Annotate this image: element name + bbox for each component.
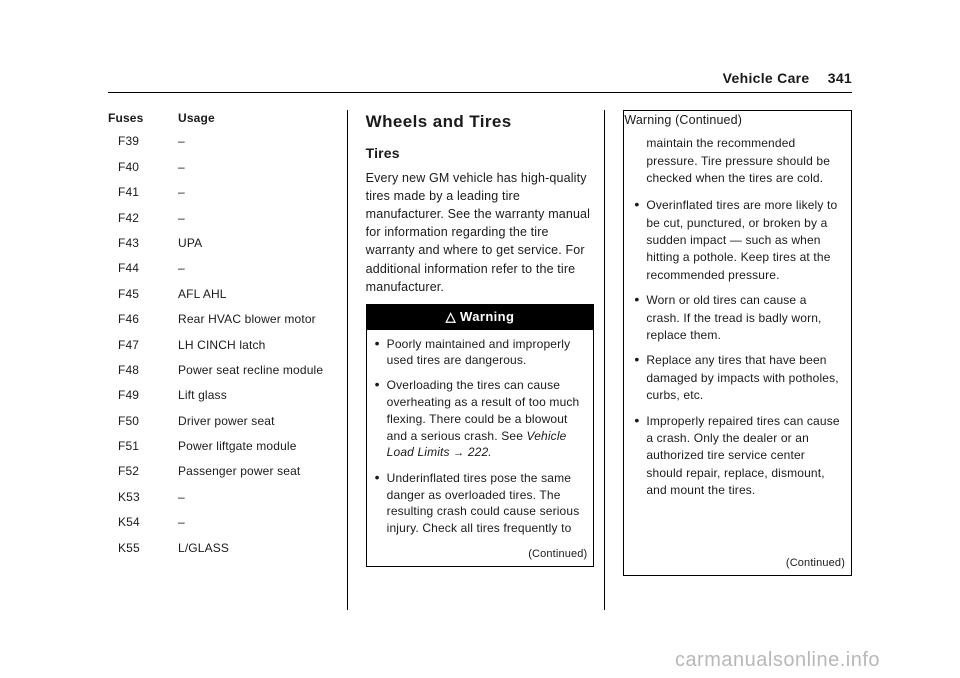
fuse-id: K53 xyxy=(108,489,178,506)
fuse-id: F51 xyxy=(108,438,178,455)
fuse-usage: Rear HVAC blower motor xyxy=(178,311,337,328)
fuse-header-usage: Usage xyxy=(178,110,215,127)
fuse-id: F45 xyxy=(108,286,178,303)
warning-bullet-text: Underinflated tires pose the same danger… xyxy=(387,471,580,535)
fuse-id: K55 xyxy=(108,540,178,557)
fuse-row: F39– xyxy=(108,133,337,150)
fuse-usage: Power seat recline module xyxy=(178,362,337,379)
tires-heading: Tires xyxy=(366,143,595,163)
fuse-usage: Driver power seat xyxy=(178,413,337,430)
warning-bullet-text: Poorly maintained and improperly used ti… xyxy=(387,337,571,368)
fuse-row: F52Passenger power seat xyxy=(108,463,337,480)
fuse-header-fuses: Fuses xyxy=(108,110,178,127)
wheels-tires-heading: Wheels and Tires xyxy=(366,110,595,135)
warning-body: Poorly maintained and improperly used ti… xyxy=(367,330,594,547)
warning-bullet: Worn or old tires can cause a crash. If … xyxy=(634,292,841,344)
continued-label: (Continued) xyxy=(624,556,851,575)
fuse-row: F51Power liftgate module xyxy=(108,438,337,455)
fuse-usage: – xyxy=(178,514,337,531)
column-1: Fuses Usage F39–F40–F41–F42–F43UPAF44–F4… xyxy=(108,110,348,610)
warning-label: Warning xyxy=(460,309,514,324)
fuse-row: K54– xyxy=(108,514,337,531)
warning-bullet: Overloading the tires can cause overheat… xyxy=(375,377,586,462)
fuse-row: F49Lift glass xyxy=(108,387,337,404)
cross-reference-arrow-icon: → xyxy=(453,447,464,459)
page-content: Vehicle Care 341 Fuses Usage F39–F40–F41… xyxy=(108,78,852,616)
fuse-row: F43UPA xyxy=(108,235,337,252)
fuse-id: F52 xyxy=(108,463,178,480)
fuse-row: F44– xyxy=(108,260,337,277)
fuse-id: F42 xyxy=(108,210,178,227)
warning-box-continued: Warning (Continued) maintain the recomme… xyxy=(623,110,852,576)
fuse-id: F41 xyxy=(108,184,178,201)
running-header: Vehicle Care 341 xyxy=(723,70,852,86)
fuse-usage: L/GLASS xyxy=(178,540,337,557)
warning-leadin-text: maintain the recommended pressure. Tire … xyxy=(634,135,841,187)
fuse-id: F39 xyxy=(108,133,178,150)
fuse-id: F48 xyxy=(108,362,178,379)
fuse-usage: – xyxy=(178,260,337,277)
warning-continued-header: Warning (Continued) xyxy=(624,111,851,129)
warning-continued-label: Warning (Continued) xyxy=(624,113,742,127)
column-layout: Fuses Usage F39–F40–F41–F42–F43UPAF44–F4… xyxy=(108,110,852,610)
fuse-row: F41– xyxy=(108,184,337,201)
fuse-usage: – xyxy=(178,210,337,227)
fuse-usage: Power liftgate module xyxy=(178,438,337,455)
column-2: Wheels and Tires Tires Every new GM vehi… xyxy=(366,110,606,610)
cross-reference-page: 222. xyxy=(468,445,492,459)
fuse-id: F40 xyxy=(108,159,178,176)
fuse-row: F42– xyxy=(108,210,337,227)
fuse-table-header: Fuses Usage xyxy=(108,110,337,127)
fuse-usage: – xyxy=(178,133,337,150)
fuse-id: F43 xyxy=(108,235,178,252)
section-name: Vehicle Care xyxy=(723,70,810,86)
fuse-id: F46 xyxy=(108,311,178,328)
fuse-usage: UPA xyxy=(178,235,337,252)
fuse-id: F49 xyxy=(108,387,178,404)
fuse-table-body: F39–F40–F41–F42–F43UPAF44–F45AFL AHLF46R… xyxy=(108,133,337,557)
header-rule xyxy=(108,92,852,93)
fuse-id: F47 xyxy=(108,337,178,354)
fuse-usage: Passenger power seat xyxy=(178,463,337,480)
fuse-id: K54 xyxy=(108,514,178,531)
fuse-id: F44 xyxy=(108,260,178,277)
fuse-row: K53– xyxy=(108,489,337,506)
fuse-usage: LH CINCH latch xyxy=(178,337,337,354)
fuse-row: F48Power seat recline module xyxy=(108,362,337,379)
watermark-text: carmanualsonline.info xyxy=(675,649,880,672)
fuse-usage: – xyxy=(178,159,337,176)
warning-bullet: Poorly maintained and improperly used ti… xyxy=(375,336,586,370)
warning-continued-body: maintain the recommended pressure. Tire … xyxy=(624,129,851,556)
warning-header: △ Warning xyxy=(367,305,594,330)
column-3: Warning (Continued) maintain the recomme… xyxy=(623,110,852,610)
fuse-usage: AFL AHL xyxy=(178,286,337,303)
fuse-row: F50Driver power seat xyxy=(108,413,337,430)
fuse-row: K55L/GLASS xyxy=(108,540,337,557)
warning-bullet: Improperly repaired tires can cause a cr… xyxy=(634,413,841,500)
warning-bullet: Underinflated tires pose the same danger… xyxy=(375,470,586,537)
fuse-usage: – xyxy=(178,184,337,201)
fuse-usage: Lift glass xyxy=(178,387,337,404)
warning-triangle-icon: △ xyxy=(446,308,456,327)
fuse-row: F47LH CINCH latch xyxy=(108,337,337,354)
fuse-usage: – xyxy=(178,489,337,506)
page-number: 341 xyxy=(828,70,852,86)
fuse-row: F40– xyxy=(108,159,337,176)
fuse-row: F46Rear HVAC blower motor xyxy=(108,311,337,328)
fuse-row: F45AFL AHL xyxy=(108,286,337,303)
tires-intro-paragraph: Every new GM vehicle has high-quality ti… xyxy=(366,169,595,296)
warning-bullet: Overinflated tires are more likely to be… xyxy=(634,197,841,284)
warning-bullet: Replace any tires that have been damaged… xyxy=(634,352,841,404)
continued-label: (Continued) xyxy=(367,547,594,566)
warning-box: △ Warning Poorly maintained and improperl… xyxy=(366,304,595,567)
fuse-id: F50 xyxy=(108,413,178,430)
